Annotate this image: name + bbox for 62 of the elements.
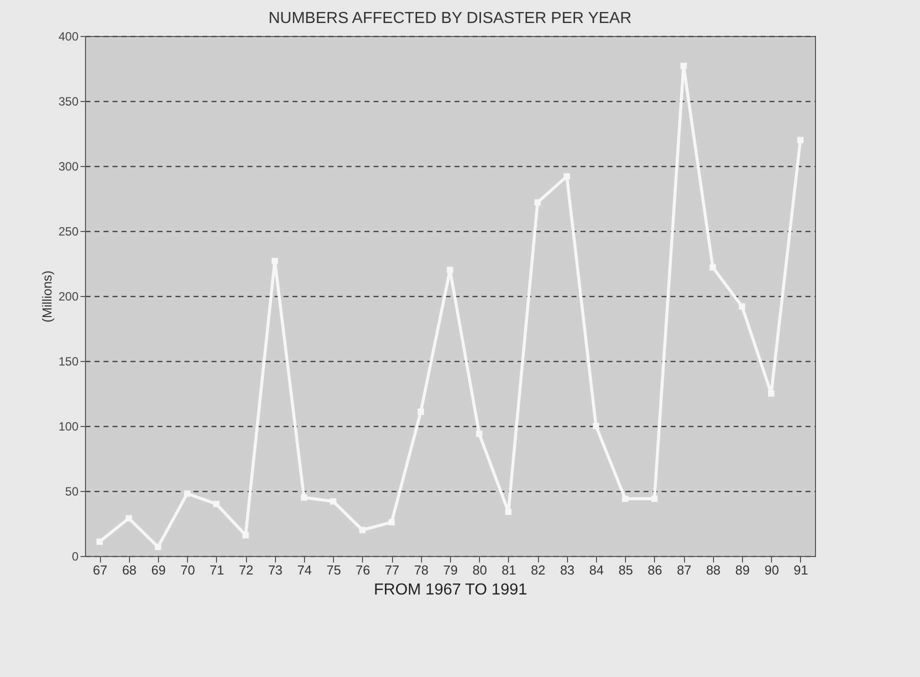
point [651, 496, 658, 502]
x-tick-label: 68 [122, 562, 137, 578]
point [564, 173, 570, 180]
y-axis-title: (Millions) [39, 270, 54, 322]
x-tick-label: 76 [356, 562, 370, 578]
x-tick-label: 70 [180, 562, 195, 578]
chart-title: NUMBERS AFFECTED BY DISASTER PER YEAR [268, 10, 632, 27]
point [154, 544, 162, 550]
y-tick-label: 400 [58, 30, 79, 44]
point [622, 496, 628, 502]
x-tick-label: 86 [648, 562, 662, 578]
point [797, 136, 804, 144]
x-tick-label: 81 [502, 562, 516, 578]
y-tick-label: 100 [58, 420, 79, 434]
x-tick-label: 72 [238, 562, 254, 578]
point [184, 490, 190, 497]
x-tick-label: 83 [560, 562, 575, 578]
point [242, 532, 249, 538]
x-tick-label: 75 [326, 562, 341, 578]
point [680, 62, 687, 70]
point [272, 258, 278, 264]
point [738, 303, 746, 310]
x-tick-label: 85 [618, 562, 633, 578]
x-tick-label: 79 [443, 562, 458, 578]
point [476, 430, 482, 437]
x-tick-label: 91 [794, 562, 808, 578]
x-tick-label: 74 [297, 562, 312, 578]
point [359, 526, 366, 534]
point [534, 199, 541, 206]
point [710, 264, 716, 271]
y-tick-label: 0 [72, 550, 79, 564]
x-tick-label: 80 [472, 562, 487, 578]
y-tick-label: 300 [58, 160, 79, 174]
point [300, 494, 308, 501]
x-tick-label: 73 [268, 562, 283, 578]
x-tick-label: 67 [92, 562, 108, 578]
x-tick-label: 82 [530, 562, 546, 578]
x-tick-label: 77 [384, 562, 400, 578]
x-tick-label: 84 [589, 562, 604, 578]
x-tick-label: 78 [414, 562, 429, 578]
x-tick-label: 87 [676, 562, 692, 578]
x-tick-label: 88 [706, 562, 721, 578]
x-axis-title: FROM 1967 TO 1991 [374, 582, 528, 598]
point [505, 508, 512, 515]
point [592, 422, 600, 430]
point [446, 266, 454, 274]
point [388, 519, 395, 526]
x-tick-label: 69 [151, 562, 166, 578]
y-tick-label: 350 [58, 94, 79, 108]
point [330, 498, 336, 505]
point [126, 515, 132, 522]
x-tick-label: 89 [735, 562, 750, 578]
point [768, 390, 774, 397]
y-tick-label: 50 [65, 484, 79, 498]
y-tick-label: 150 [58, 354, 79, 368]
point [213, 500, 220, 508]
x-tick-label: 71 [210, 562, 224, 578]
point [96, 538, 103, 545]
x-tick-label: 90 [764, 562, 779, 578]
point [418, 408, 424, 415]
y-tick-label: 250 [58, 224, 79, 238]
y-tick-label: 200 [58, 290, 79, 304]
